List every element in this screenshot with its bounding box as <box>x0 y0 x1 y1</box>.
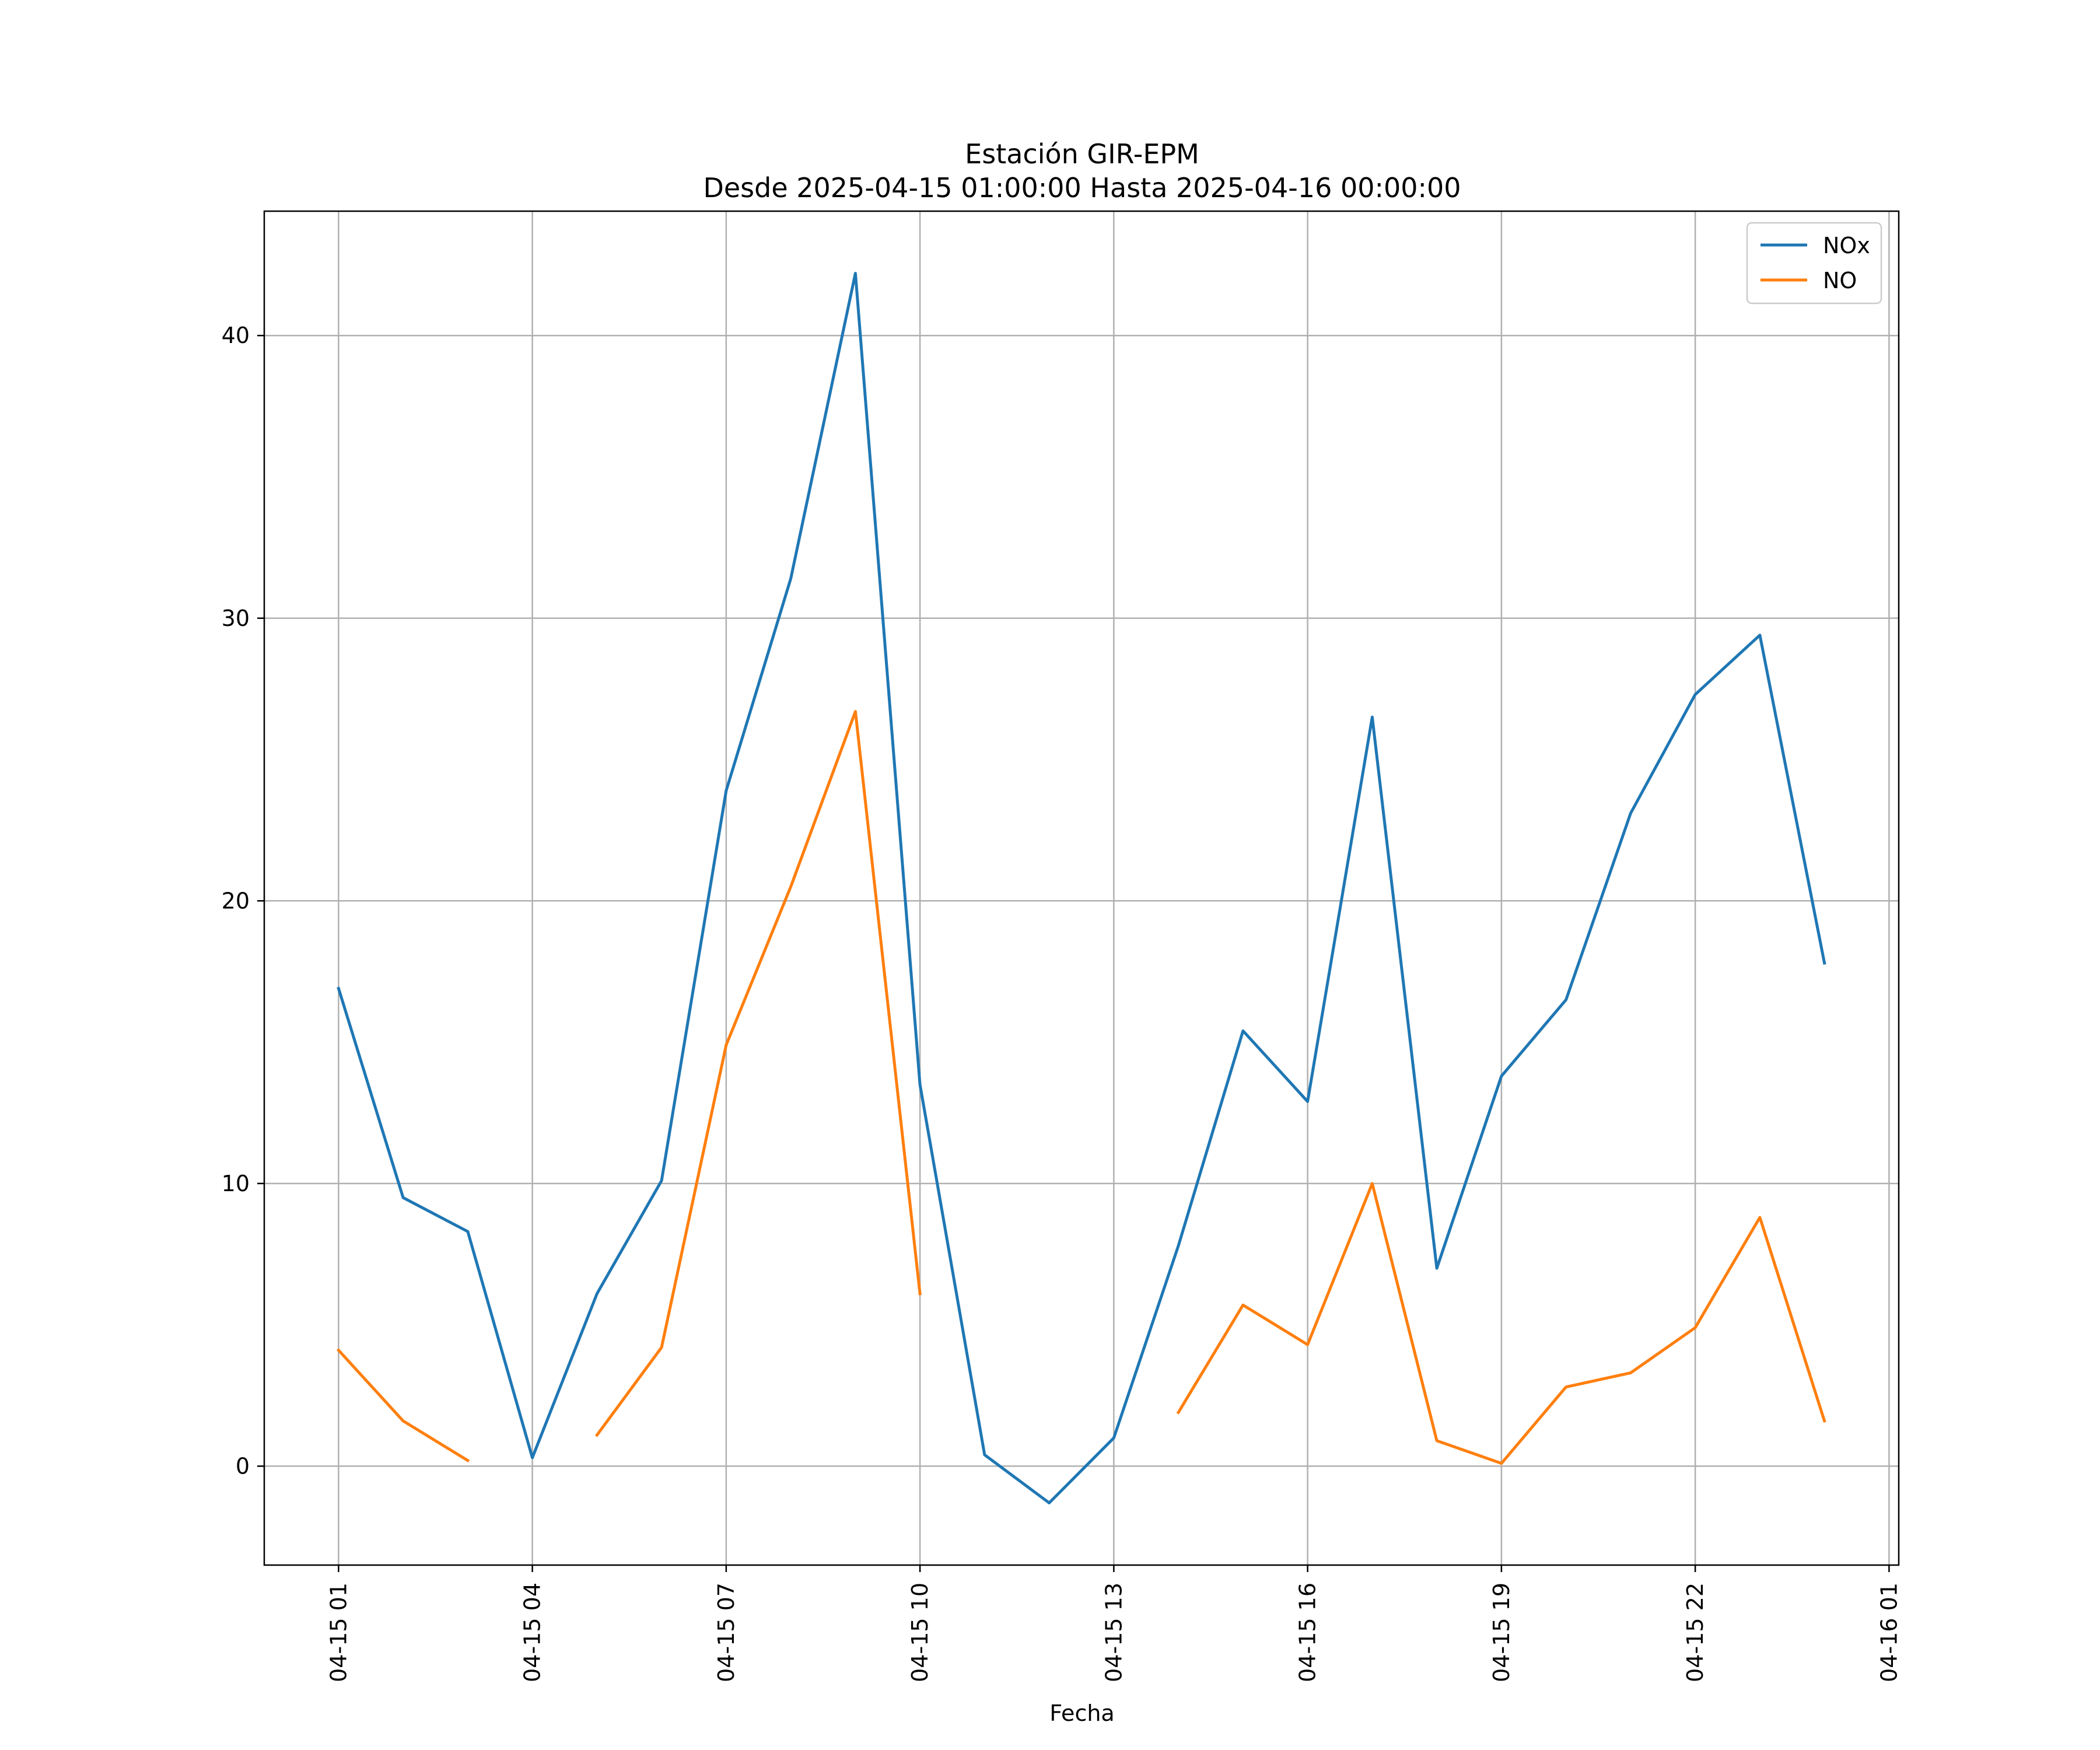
x-tick-label-4: 04-15 13 <box>1101 1583 1126 1682</box>
y-tick-label-0: 0 <box>236 1453 250 1479</box>
chart-title: Estación GIR-EPM <box>965 138 1199 170</box>
x-tick-label-1: 04-15 04 <box>520 1583 545 1682</box>
chart-subtitle: Desde 2025-04-15 01:00:00 Hasta 2025-04-… <box>703 172 1461 204</box>
x-tick-label-2: 04-15 07 <box>713 1583 739 1682</box>
series-no-line-0 <box>336 1348 470 1463</box>
x-axis-label: Fecha <box>1049 1700 1114 1726</box>
legend-box <box>1746 222 1882 304</box>
series-nox-line-0 <box>337 272 1826 1504</box>
legend-label-no: NO <box>1823 268 1857 293</box>
x-tick-label-0: 04-15 01 <box>326 1583 351 1682</box>
y-tick-label-1: 10 <box>222 1171 250 1196</box>
legend-label-nox: NOx <box>1823 233 1870 258</box>
x-tick-label-8: 04-16 01 <box>1876 1583 1902 1682</box>
x-tick-label-6: 04-15 19 <box>1489 1583 1514 1682</box>
series-layer <box>336 272 1826 1504</box>
plot-frame <box>263 210 1900 1566</box>
legend: NOx NO <box>1746 222 1882 304</box>
y-tick-label-4: 40 <box>222 323 250 348</box>
x-tick-label-7: 04-15 22 <box>1682 1583 1708 1682</box>
y-axis: 0 10 20 30 40 <box>222 323 264 1479</box>
y-tick-label-2: 20 <box>222 888 250 914</box>
y-tick-label-3: 30 <box>222 606 250 631</box>
series-no-line-1 <box>594 710 922 1437</box>
x-tick-label-3: 04-15 10 <box>907 1583 933 1682</box>
series-no-line-2 <box>1176 1182 1826 1465</box>
grid <box>264 211 1899 1565</box>
x-tick-label-5: 04-15 16 <box>1295 1583 1321 1682</box>
x-axis: 04-15 01 04-15 04 04-15 07 04-15 10 04-15 13… <box>326 1565 1902 1682</box>
